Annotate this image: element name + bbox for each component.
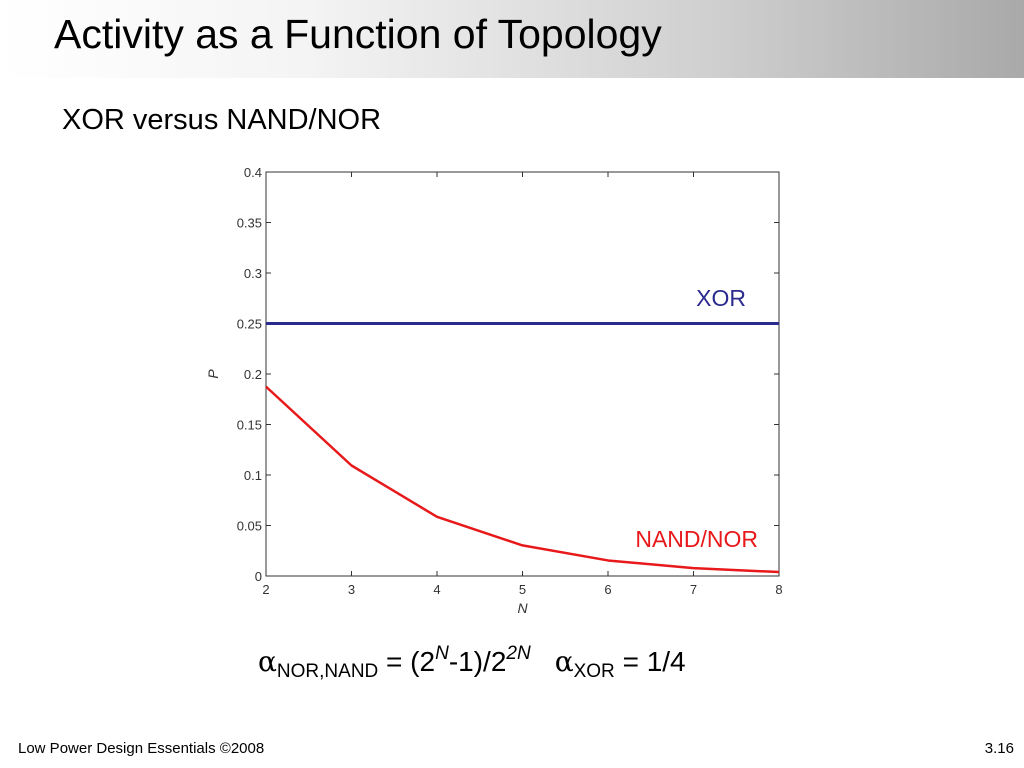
y-tick-label: 0.3 — [244, 266, 262, 281]
nand-nor-line — [265, 385, 780, 574]
x-tick-label: 2 — [262, 582, 269, 597]
title-bar — [0, 0, 1024, 78]
y-tick-label: 0.1 — [244, 468, 262, 483]
formula-part: -1)/2 — [448, 646, 507, 677]
slide-subtitle: XOR versus NAND/NOR — [62, 104, 382, 136]
alpha-symbol: α — [258, 645, 277, 678]
x-tick-label: 4 — [433, 582, 440, 597]
y-tick-label: 0.2 — [244, 367, 262, 382]
formula-part: = 1/4 — [614, 646, 686, 677]
y-tick-label: 0.15 — [237, 418, 262, 433]
x-tick-label: 8 — [775, 582, 782, 597]
slide-title: Activity as a Function of Topology — [54, 11, 662, 57]
alpha-symbol: α — [554, 645, 574, 678]
y-tick-label: 0.05 — [237, 519, 262, 534]
xor-subscript: XOR — [573, 661, 615, 682]
footer-copyright: Low Power Design Essentials ©2008 — [18, 740, 265, 757]
nand-nor-series-label: NAND/NOR — [635, 526, 758, 552]
x-tick-label: 5 — [519, 582, 526, 597]
x-tick-label: 6 — [604, 582, 611, 597]
formula-part: = (2 — [378, 646, 436, 677]
formula-exponent: N — [435, 643, 449, 664]
x-tick-label: 7 — [690, 582, 697, 597]
xor-series-label: XOR — [696, 285, 746, 311]
plot-frame — [265, 171, 780, 577]
y-tick-label: 0.25 — [237, 317, 262, 332]
activity-formula: αNOR,NAND = (2N-1)/22N αXOR = 1/4 — [258, 642, 686, 682]
y-tick-label: 0 — [255, 569, 262, 584]
x-axis-label: N — [517, 600, 528, 616]
formula-exponent: 2N — [506, 643, 531, 664]
y-tick-label: 0.35 — [237, 216, 262, 231]
activity-chart: 2 3 4 5 6 7 8 0 0.05 0.1 0.15 0.2 0.25 0.3 0.35 0.4 N P XO… — [205, 165, 783, 616]
slide-number: 3.16 — [984, 740, 1014, 757]
x-tick-label: 3 — [348, 582, 355, 597]
nor-nand-subscript: NOR,NAND — [276, 661, 379, 682]
y-tick-label: 0.4 — [244, 165, 262, 180]
y-axis-label: P — [205, 369, 221, 379]
